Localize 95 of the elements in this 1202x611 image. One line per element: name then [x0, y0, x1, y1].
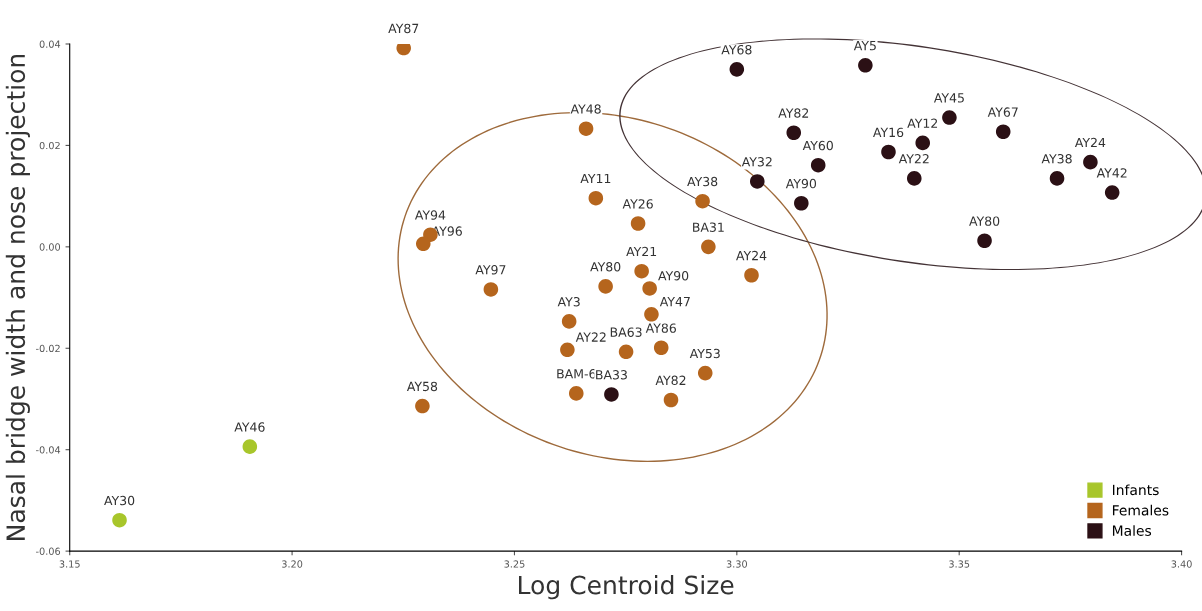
- data-label: AY38: [1041, 154, 1072, 164]
- data-label: AY12: [907, 118, 938, 128]
- legend-label: Females: [1112, 504, 1169, 516]
- point: [242, 439, 258, 454]
- point: [578, 121, 594, 136]
- data-label: AY82: [778, 108, 809, 118]
- point: [588, 190, 604, 206]
- data-label: AY48: [570, 104, 601, 114]
- point: [634, 263, 649, 279]
- data-label: AY60: [802, 140, 833, 151]
- data-label: AY90: [785, 178, 817, 189]
- x-tick-label: 3.30: [726, 560, 747, 568]
- data-label: AY5: [853, 41, 876, 51]
- data-label: BA63: [610, 327, 642, 337]
- point: [881, 144, 896, 160]
- point: [744, 267, 759, 283]
- point: [977, 233, 992, 249]
- x-axis-title: Log Centroid Size: [519, 575, 734, 600]
- point: [561, 314, 577, 329]
- point: [697, 365, 713, 381]
- y-tick-label: 0.04: [39, 40, 61, 48]
- point: [794, 195, 809, 211]
- legend-label: Males: [1112, 525, 1152, 536]
- data-label: AY80: [969, 216, 1000, 226]
- point: [618, 344, 634, 360]
- data-label: AY82: [655, 375, 686, 386]
- point: [568, 386, 584, 401]
- x-tick-label: 3.15: [59, 560, 80, 568]
- y-tick-label: 0.02: [39, 141, 60, 150]
- x-tick-label: 3.35: [949, 560, 970, 568]
- data-label: AY22: [898, 154, 929, 164]
- point: [642, 281, 657, 296]
- legend-label: Infants: [1112, 484, 1159, 496]
- data-label: AY97: [475, 265, 506, 275]
- data-label: AY3: [557, 297, 580, 307]
- point: [112, 512, 127, 528]
- data-label: AY26: [622, 199, 653, 209]
- data-label: AY80: [590, 262, 621, 272]
- point: [1049, 171, 1065, 186]
- point: [695, 193, 710, 209]
- data-label: AY68: [721, 44, 752, 55]
- point: [915, 135, 931, 151]
- data-label: AY21: [626, 246, 657, 257]
- x-tick-label: 3.25: [504, 560, 525, 568]
- point: [995, 124, 1011, 140]
- point: [416, 236, 431, 252]
- x-tick-label: 3.40: [1171, 560, 1192, 568]
- data-label: AY24: [736, 250, 767, 261]
- y-tick-label: -0.06: [36, 547, 61, 555]
- y-tick-label: -0.02: [36, 344, 60, 353]
- data-label: BA33: [596, 370, 627, 380]
- point: [701, 239, 716, 255]
- data-label: BA31: [693, 222, 724, 232]
- point: [729, 62, 745, 77]
- data-label: AY46: [234, 422, 265, 432]
- point: [598, 279, 613, 294]
- point: [786, 125, 802, 141]
- point: [630, 216, 646, 231]
- y-axis-title: Nasal bridge width and nose projection: [5, 54, 30, 540]
- data-label: AY24: [1074, 137, 1106, 148]
- point: [1104, 185, 1120, 200]
- point: [483, 282, 499, 297]
- data-label: AY32: [741, 157, 772, 167]
- point: [810, 157, 826, 173]
- y-tick-label: 0.00: [39, 243, 61, 251]
- data-label: AY86: [645, 323, 676, 333]
- y-tick-label: -0.04: [36, 446, 61, 454]
- point: [750, 174, 765, 189]
- point: [663, 392, 679, 408]
- point: [1083, 154, 1098, 170]
- data-label: AY67: [987, 107, 1018, 117]
- point: [604, 387, 619, 402]
- data-label: AY58: [406, 381, 438, 392]
- data-label: AY47: [659, 297, 690, 307]
- point: [644, 307, 659, 322]
- data-label: AY45: [933, 93, 964, 103]
- point: [942, 110, 957, 125]
- x-tick-label: 3.20: [282, 560, 303, 568]
- point: [560, 342, 575, 358]
- point: [906, 171, 922, 186]
- data-label: AY22: [575, 332, 606, 342]
- data-label: AY53: [689, 348, 720, 359]
- data-label: BAM-6: [557, 369, 596, 379]
- point: [858, 58, 873, 73]
- point: [396, 43, 411, 56]
- data-label: AY94: [414, 210, 446, 220]
- data-label: AY30: [104, 495, 135, 506]
- data-label: AY11: [580, 173, 611, 184]
- data-label: AY16: [873, 127, 904, 138]
- point: [653, 340, 669, 356]
- data-label: AY38: [687, 176, 718, 187]
- data-label: AY42: [1096, 168, 1127, 178]
- data-label: AY90: [658, 271, 689, 281]
- data-label: AY87: [388, 23, 419, 34]
- point: [415, 398, 430, 414]
